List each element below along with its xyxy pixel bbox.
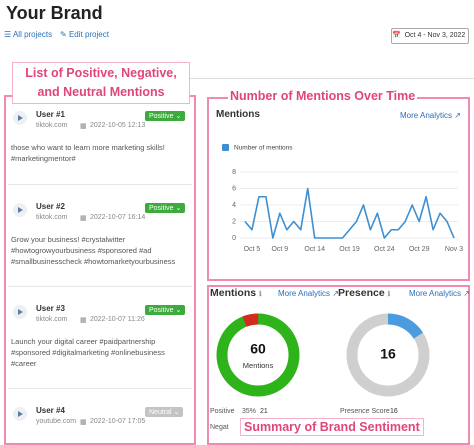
y-tick-label: 4 [232, 202, 236, 209]
chevron: ⌄ [173, 307, 182, 314]
presence-score: 16 [390, 408, 398, 415]
x-tick-label: Oct 24 [374, 246, 395, 253]
x-tick-label: Nov 3 [445, 246, 463, 253]
presence-more-analytics[interactable]: More Analytics ↗ [409, 289, 470, 298]
mention-text: Launch your digital career #paidpartners… [11, 337, 165, 368]
negative-label: Negat [210, 424, 229, 431]
edit-project-link[interactable]: ✎ Edit project [60, 30, 109, 39]
presence-title: Presence ℹ [338, 287, 391, 299]
play-button[interactable] [13, 407, 27, 421]
item-separator [8, 388, 192, 389]
all-projects-text: All projects [12, 30, 53, 39]
play-button[interactable] [13, 203, 27, 217]
presence-more-text: More Analytics [409, 289, 462, 298]
mention-user: User #1 [36, 110, 65, 119]
chevron: ⌄ [173, 113, 182, 120]
all-projects-link[interactable]: ☰ All projects [4, 30, 53, 39]
calendar-icon: ▦ [80, 215, 87, 222]
chart-annotation: Number of Mentions Over Time [228, 89, 418, 103]
date-range-text: Oct 4 - Nov 3, 2022 [404, 32, 466, 39]
chart-more-analytics-text: More Analytics [400, 111, 453, 120]
sentiment-badge[interactable]: Neutral ⌄ [145, 407, 184, 417]
mention-date: 2022-10-07 17:05 [90, 418, 146, 425]
presence-value: 16 [380, 346, 396, 362]
chart-title: Mentions [216, 109, 260, 120]
play-button[interactable] [13, 111, 27, 125]
positive-count: 21 [260, 408, 268, 415]
mention-user: User #2 [36, 202, 65, 211]
sentiment-badge[interactable]: Positive ⌄ [145, 203, 186, 213]
mention-source: youtube.com [36, 418, 77, 425]
mention-source: tiktok.com [36, 214, 68, 221]
sentiment-text: Positive [149, 307, 174, 314]
calendar-icon: ▦ [80, 123, 87, 130]
mention-user: User #4 [36, 406, 65, 415]
mention-date: 2022-10-07 11:26 [90, 316, 145, 323]
donut-total-label: Mentions [243, 361, 274, 370]
brand-title: Your Brand [6, 3, 103, 23]
x-tick-label: Oct 29 [409, 246, 430, 253]
list-annotation-box: List of Positive, Negative, and Neutral … [12, 62, 190, 104]
sentiment-badge[interactable]: Positive ⌄ [145, 111, 186, 121]
sentiment-title: Mentions ℹ [210, 287, 262, 299]
summary-annotation: Summary of Brand Sentiment [240, 418, 424, 436]
positive-percent: 35% [242, 408, 257, 415]
play-button[interactable] [13, 305, 27, 319]
calendar-icon: ▦ [80, 317, 87, 324]
y-tick-label: 0 [232, 235, 236, 242]
presence-title-text: Presence [338, 287, 385, 299]
item-separator [8, 184, 192, 185]
x-tick-label: Oct 9 [271, 246, 288, 253]
chart-more-analytics[interactable]: More Analytics ↗ [400, 111, 461, 120]
mention-source: tiktok.com [36, 122, 68, 129]
mention-text: Grow your business! #crystalwitter #howt… [11, 235, 176, 266]
divider [190, 78, 474, 79]
mention-date: 2022-10-05 12:13 [90, 122, 146, 129]
x-tick-label: Oct 19 [339, 246, 360, 253]
x-tick-label: Oct 5 [244, 246, 261, 253]
y-tick-label: 2 [232, 218, 236, 225]
sentiment-text: Positive [149, 205, 174, 212]
sentiment-text: Neutral [149, 409, 172, 416]
sentiment-title-text: Mentions [210, 287, 257, 299]
y-tick-label: 6 [232, 185, 236, 192]
x-tick-label: Oct 14 [304, 246, 325, 253]
sentiment-more-analytics[interactable]: More Analytics ↗ [278, 289, 339, 298]
chevron: ⌄ [171, 409, 180, 416]
mention-source: tiktok.com [36, 316, 68, 323]
mention-user: User #3 [36, 304, 65, 313]
y-tick-label: 8 [232, 169, 236, 176]
mentions-line [244, 187, 455, 239]
mention-text: those who want to learn more marketing s… [11, 143, 165, 163]
mention-date: 2022-10-07 16:14 [90, 214, 146, 221]
item-separator [8, 286, 192, 287]
legend-checkbox [222, 144, 229, 151]
list-annotation: List of Positive, Negative, and Neutral … [25, 66, 177, 99]
legend-label: Number of mentions [234, 145, 293, 152]
calendar-icon: ▦ [80, 419, 87, 426]
presence-arc [346, 313, 430, 397]
sentiment-more-text: More Analytics [278, 289, 331, 298]
date-range[interactable]: 📅 Oct 4 - Nov 3, 2022 [391, 28, 469, 44]
edit-project-text: Edit project [68, 30, 109, 39]
presence-score-label: Presence Score [340, 408, 390, 415]
chevron: ⌄ [173, 205, 182, 212]
sentiment-text: Positive [149, 113, 174, 120]
donut-negative-arc [216, 313, 300, 397]
donut-total: 60 [250, 341, 266, 357]
positive-label: Positive [210, 408, 235, 415]
sentiment-badge[interactable]: Positive ⌄ [145, 305, 186, 315]
